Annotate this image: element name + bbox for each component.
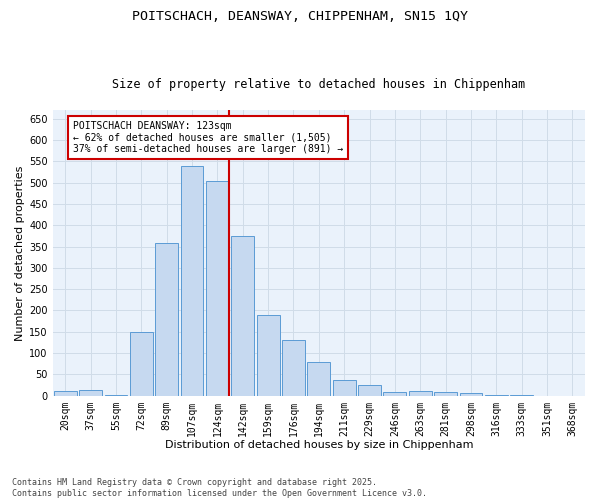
Bar — [181, 166, 203, 396]
Bar — [104, 395, 127, 396]
X-axis label: Distribution of detached houses by size in Chippenham: Distribution of detached houses by size … — [164, 440, 473, 450]
Bar — [155, 243, 178, 396]
Text: POITSCHACH DEANSWAY: 123sqm
← 62% of detached houses are smaller (1,505)
37% of : POITSCHACH DEANSWAY: 123sqm ← 62% of det… — [73, 121, 343, 154]
Bar — [434, 392, 457, 396]
Text: Contains HM Land Registry data © Crown copyright and database right 2025.
Contai: Contains HM Land Registry data © Crown c… — [12, 478, 427, 498]
Bar — [79, 390, 102, 396]
Title: Size of property relative to detached houses in Chippenham: Size of property relative to detached ho… — [112, 78, 526, 91]
Y-axis label: Number of detached properties: Number of detached properties — [15, 166, 25, 340]
Text: POITSCHACH, DEANSWAY, CHIPPENHAM, SN15 1QY: POITSCHACH, DEANSWAY, CHIPPENHAM, SN15 1… — [132, 10, 468, 23]
Bar — [409, 390, 431, 396]
Bar — [358, 385, 381, 396]
Bar — [485, 395, 508, 396]
Bar — [460, 393, 482, 396]
Bar — [307, 362, 330, 396]
Bar — [130, 332, 153, 396]
Bar — [333, 380, 356, 396]
Bar — [282, 340, 305, 396]
Bar — [232, 236, 254, 396]
Bar — [257, 315, 280, 396]
Bar — [206, 180, 229, 396]
Bar — [383, 392, 406, 396]
Bar — [54, 392, 77, 396]
